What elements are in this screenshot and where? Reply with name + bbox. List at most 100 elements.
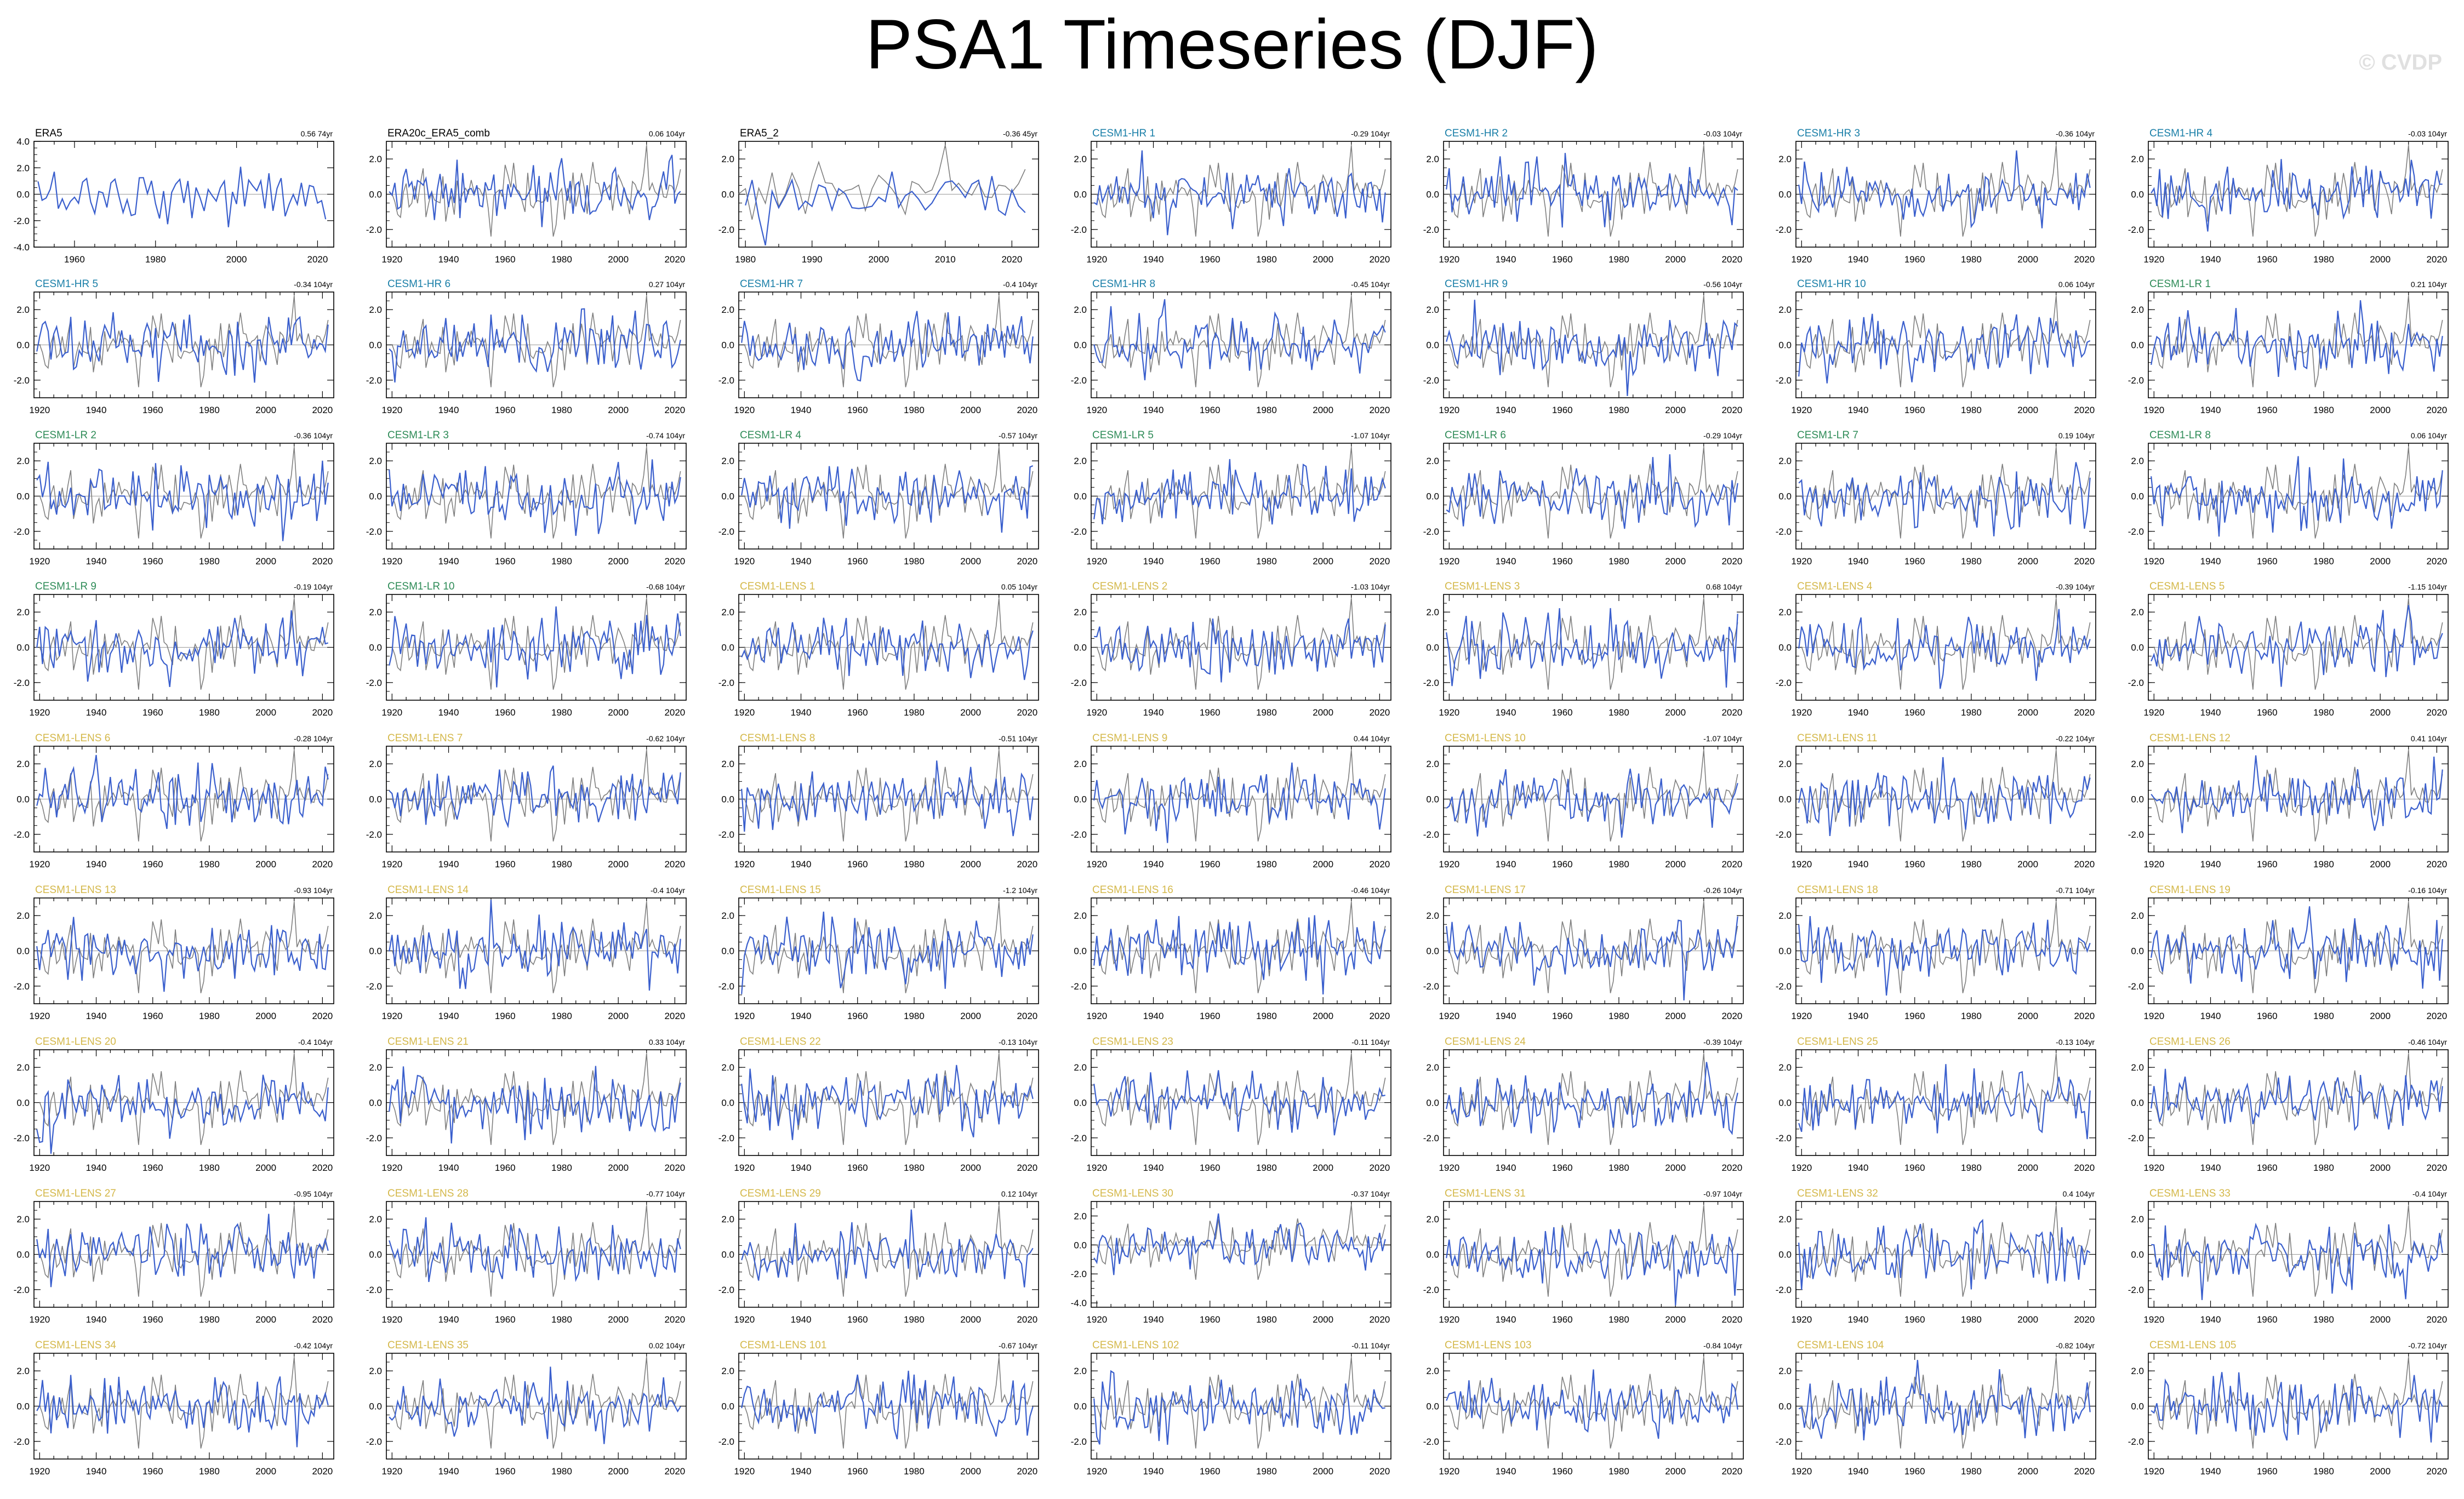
panel-37: 1920 1940 1960 1980 2000 2020 2.0 0.0 -2.0 CESM1-… [366, 884, 687, 1021]
x-tick-label: 1960 [142, 556, 163, 567]
y-tick-label: 0.0 [1778, 491, 1792, 502]
x-tick-label: 1980 [199, 707, 220, 718]
y-tick-label: -2.0 [718, 678, 734, 688]
y-tick-label: 0.0 [1426, 643, 1439, 653]
panel-18: 1920 1940 1960 1980 2000 2020 2.0 0.0 -2.0 CESM1-… [1071, 430, 1391, 567]
y-tick-label: 2.0 [721, 305, 734, 315]
panel-label: CESM1-LR 10 [387, 581, 455, 592]
y-tick-label: 0.0 [1074, 190, 1087, 200]
y-tick-label: 2.0 [1074, 1211, 1087, 1221]
reference-series-line [2153, 1053, 2443, 1145]
reference-series-line [2153, 1357, 2443, 1449]
series-line [1798, 1064, 2091, 1140]
y-tick-label: 2.0 [369, 759, 382, 769]
x-tick-label: 2000 [255, 1163, 276, 1173]
panel-trend: -0.36 104yr [2056, 129, 2095, 138]
y-tick-label: 0.0 [1426, 340, 1439, 351]
panel-label: CESM1-HR 5 [35, 278, 98, 290]
x-tick-label: 2000 [868, 254, 889, 265]
x-tick-label: 2000 [608, 1163, 629, 1173]
x-tick-label: 2020 [1721, 1466, 1742, 1477]
x-tick-label: 1920 [2143, 1163, 2164, 1173]
x-tick-label: 2020 [1369, 254, 1390, 265]
y-tick-label: 2.0 [1074, 154, 1087, 164]
y-tick-label: 0.0 [16, 190, 30, 200]
x-tick-label: 1960 [495, 859, 516, 869]
panel-trend: 0.06 104yr [2058, 280, 2095, 289]
x-tick-label: 1940 [86, 1466, 107, 1477]
x-tick-label: 1960 [142, 859, 163, 869]
y-tick-label: 0.0 [1778, 946, 1792, 957]
y-tick-label: -2.0 [1071, 1133, 1087, 1143]
y-tick-label: 0.0 [2131, 1250, 2144, 1260]
y-tick-label: 0.0 [1074, 643, 1087, 653]
y-tick-label: -2.0 [718, 375, 734, 386]
x-tick-label: 1960 [495, 707, 516, 718]
x-tick-label: 2000 [1313, 405, 1333, 415]
series-line [1093, 762, 1386, 843]
panel-40: 1920 1940 1960 1980 2000 2020 2.0 0.0 -2.0 CESM1-… [1423, 884, 1744, 1021]
x-tick-label: 2020 [1369, 859, 1390, 869]
reference-series-line [1801, 598, 2091, 690]
x-tick-label: 1980 [551, 1466, 572, 1477]
series-line [1093, 1070, 1385, 1136]
x-tick-label: 2020 [2074, 1466, 2095, 1477]
x-tick-label: 1980 [199, 1466, 220, 1477]
y-tick-label: 2.0 [1426, 1366, 1439, 1376]
panel-trend: -1.2 104yr [1003, 886, 1037, 895]
panel-13: 1920 1940 1960 1980 2000 2020 2.0 0.0 -2.0 CESM1-… [1776, 278, 2096, 415]
panel-trend: -0.03 104yr [2408, 129, 2447, 138]
y-tick-label: 0.0 [369, 946, 382, 957]
reference-series-line [39, 1053, 329, 1145]
x-tick-label: 1940 [1143, 405, 1164, 415]
y-tick-label: 2.0 [1778, 1062, 1792, 1073]
panel-trend: 0.68 104yr [1706, 582, 1742, 591]
panel-label: CESM1-LR 9 [35, 581, 96, 592]
y-tick-label: 2.0 [1074, 759, 1087, 769]
series-line [741, 1065, 1034, 1140]
series-line [2151, 605, 2443, 687]
panel-10: 1920 1940 1960 1980 2000 2020 2.0 0.0 -2.0 CESM1-… [718, 278, 1039, 415]
y-tick-label: -2.0 [1071, 981, 1087, 992]
panel-47: 1920 1940 1960 1980 2000 2020 2.0 0.0 -2.0 CESM1-… [1423, 1036, 1744, 1173]
reference-series-line [391, 1053, 681, 1145]
x-tick-label: 2000 [2370, 254, 2391, 265]
x-tick-label: 1920 [1791, 859, 1812, 869]
x-tick-label: 2020 [2074, 1163, 2095, 1173]
y-tick-label: 2.0 [721, 1366, 734, 1376]
x-tick-label: 2000 [960, 1011, 981, 1021]
panel-label: CESM1-LENS 32 [1797, 1188, 1878, 1199]
x-tick-label: 2020 [2426, 405, 2447, 415]
panel-label: CESM1-LENS 18 [1797, 884, 1878, 896]
x-tick-label: 2020 [1721, 254, 1742, 265]
x-tick-label: 1920 [2143, 556, 2164, 567]
x-tick-label: 2000 [1665, 1011, 1686, 1021]
x-tick-label: 2020 [2074, 707, 2095, 718]
y-tick-label: 2.0 [2131, 911, 2144, 921]
x-tick-label: 1980 [2313, 859, 2334, 869]
x-tick-label: 1940 [438, 405, 459, 415]
y-tick-label: 2.0 [2131, 456, 2144, 466]
x-tick-label: 2020 [1369, 1011, 1390, 1021]
x-tick-label: 1940 [1143, 1314, 1164, 1325]
reference-series-line [1448, 295, 1738, 387]
x-tick-label: 2000 [1313, 1314, 1333, 1325]
panel-15: 1920 1940 1960 1980 2000 2020 2.0 0.0 -2.0 CESM1-… [14, 430, 334, 567]
panel-label: CESM1-HR 8 [1092, 278, 1155, 290]
x-tick-label: 2000 [226, 254, 247, 265]
reference-series-line [39, 1357, 329, 1449]
panel-label: CESM1-HR 9 [1445, 278, 1508, 290]
y-tick-label: -2.0 [2128, 375, 2144, 386]
series-line [1093, 459, 1386, 525]
x-tick-label: 2000 [255, 707, 276, 718]
x-tick-label: 2000 [255, 859, 276, 869]
panel-label: CESM1-LENS 4 [1797, 581, 1873, 592]
panel-label: CESM1-HR 4 [2149, 128, 2213, 139]
x-tick-label: 1920 [1086, 707, 1107, 718]
panel-trend: 0.4 104yr [2063, 1189, 2095, 1198]
reference-series-line [2153, 750, 2443, 842]
x-tick-label: 1980 [145, 254, 166, 265]
series-line [1446, 153, 1738, 228]
panel-27: 1920 1940 1960 1980 2000 2020 2.0 0.0 -2.0 CESM1-… [1776, 581, 2096, 718]
x-tick-label: 1960 [847, 707, 868, 718]
